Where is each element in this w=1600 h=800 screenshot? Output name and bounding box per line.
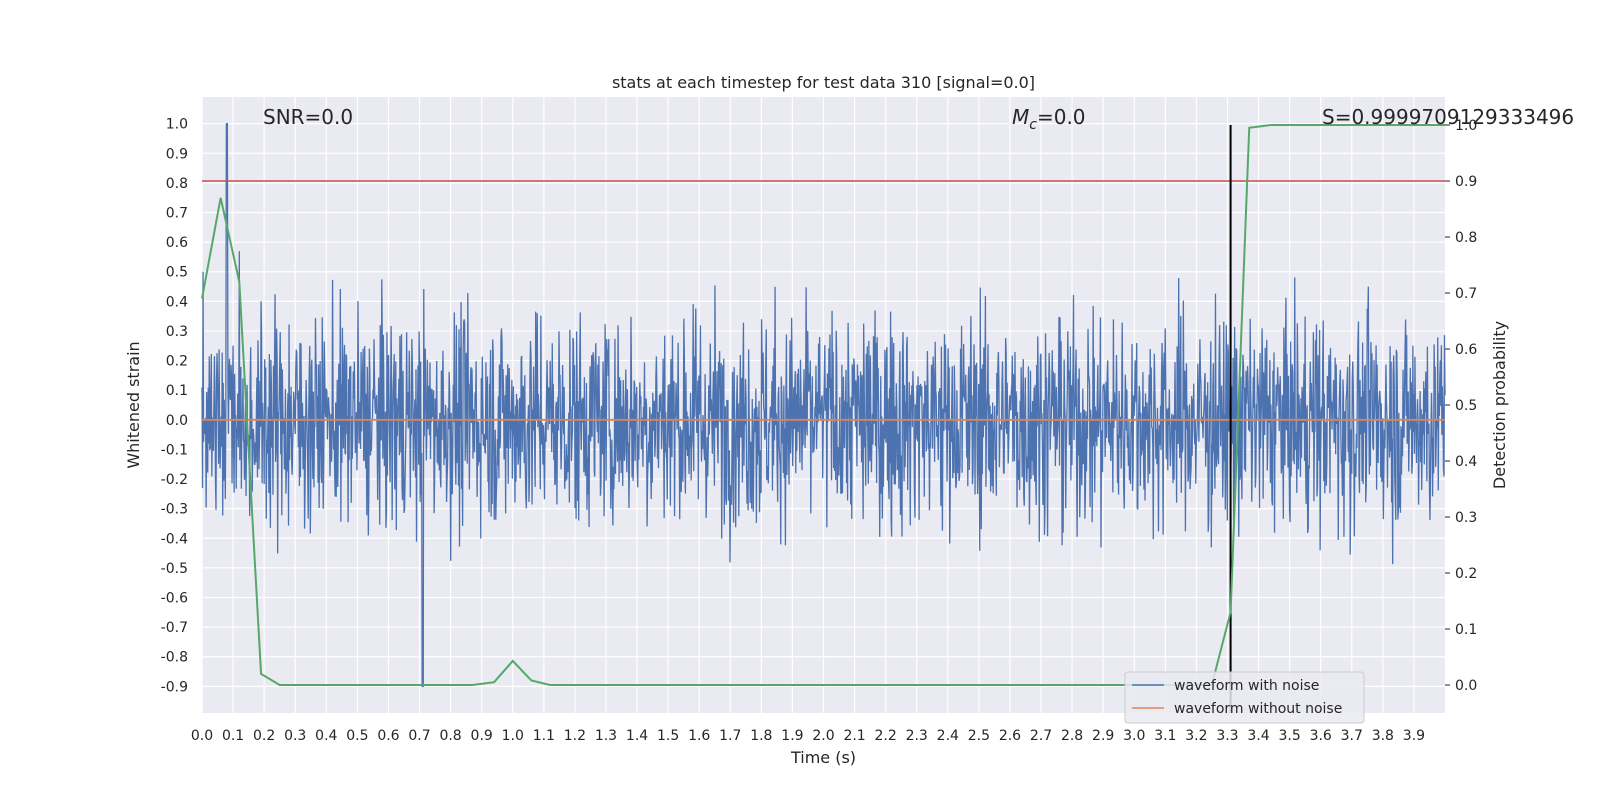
- chirp-mass-symbol: M: [1012, 105, 1029, 129]
- y-tick-label: -0.2: [161, 472, 188, 488]
- y-tick-label: 0.5: [166, 265, 188, 281]
- y2-tick-label: 0.1: [1455, 622, 1477, 638]
- y-axis-label: Whitened strain: [124, 341, 143, 468]
- overlay-lines: [201, 124, 1445, 713]
- y2-tick-label: 0.5: [1455, 398, 1477, 414]
- y-tick-label: 0.3: [166, 324, 188, 340]
- y2-tick-label: 1.0: [1455, 118, 1477, 134]
- y2-tick-label: 0.2: [1455, 566, 1477, 582]
- y2-tick-label: 0.6: [1455, 342, 1477, 358]
- x-tick-label: 2.0: [812, 728, 834, 744]
- x-tick-label: 0.6: [377, 728, 399, 744]
- chirp-mass-annotation: Mc=0.0: [1012, 105, 1086, 133]
- y-tick-label: 0.6: [166, 235, 188, 251]
- x-tick-label: 0.7: [408, 728, 430, 744]
- y-tick-label: -0.8: [161, 650, 188, 666]
- x-tick-label: 2.9: [1092, 728, 1114, 744]
- x-tick-label: 3.9: [1403, 728, 1425, 744]
- legend-box: [1124, 671, 1365, 724]
- x-tick-label: 0.0: [191, 728, 213, 744]
- x-tick-label: 2.5: [968, 728, 990, 744]
- x-tick-label: 3.6: [1310, 728, 1332, 744]
- x-tick-label: 3.0: [1123, 728, 1145, 744]
- y2-axis-label: Detection probability: [1490, 321, 1509, 489]
- x-tick-label: 0.2: [253, 728, 275, 744]
- y-tick-label: 0.1: [166, 383, 188, 399]
- y2-tick-label: 0.0: [1455, 678, 1477, 694]
- x-tick-label: 3.5: [1278, 728, 1300, 744]
- x-tick-label: 1.0: [502, 728, 524, 744]
- x-tick-label: 2.3: [906, 728, 928, 744]
- y-tick-label: 0.7: [166, 206, 188, 222]
- y2-tick-label: 0.4: [1455, 454, 1477, 470]
- x-tick-label: 0.8: [439, 728, 461, 744]
- x-tick-label: 2.1: [843, 728, 865, 744]
- x-axis-label: Time (s): [790, 748, 856, 767]
- x-tick-label: 1.3: [595, 728, 617, 744]
- x-tick-label: 3.4: [1247, 728, 1269, 744]
- legend-label-noise: waveform with noise: [1174, 678, 1319, 694]
- y-tick-label: 1.0: [166, 117, 188, 133]
- y-tick-label: -0.1: [161, 442, 188, 458]
- x-tick-label: 0.4: [315, 728, 337, 744]
- y-tick-label: 0.0: [166, 413, 188, 429]
- y-tick-label: -0.5: [161, 561, 188, 577]
- y-tick-label: 0.4: [166, 294, 188, 310]
- y2-tick-label: 0.9: [1455, 174, 1477, 190]
- snr-annotation: SNR=0.0: [263, 105, 353, 129]
- x-tick-label: 2.4: [937, 728, 959, 744]
- chirp-mass-subscript: c: [1029, 117, 1037, 133]
- x-tick-label: 1.8: [750, 728, 772, 744]
- x-tick-label: 0.3: [284, 728, 306, 744]
- x-tick-label: 2.8: [1061, 728, 1083, 744]
- chart-title: stats at each timestep for test data 310…: [612, 73, 1035, 92]
- y2-tick-label: 0.7: [1455, 286, 1477, 302]
- y-tick-label: 0.9: [166, 146, 188, 162]
- y2-tick-label: 0.8: [1455, 230, 1477, 246]
- score-annotation: S=0.9999709129333496: [1322, 105, 1574, 129]
- x-tick-label: 3.8: [1372, 728, 1394, 744]
- y-tick-label: -0.4: [161, 531, 188, 547]
- legend: waveform with noise waveform without noi…: [1124, 671, 1365, 724]
- detection-probability-line: [201, 124, 1445, 686]
- x-tick-label: 1.6: [688, 728, 710, 744]
- x-tick-label: 2.2: [875, 728, 897, 744]
- y-tick-label: -0.3: [161, 502, 188, 518]
- x-tick-label: 1.5: [657, 728, 679, 744]
- x-tick-label: 1.4: [626, 728, 648, 744]
- x-tick-label: 0.1: [222, 728, 244, 744]
- x-tick-label: 1.9: [781, 728, 803, 744]
- x-tick-label: 1.7: [719, 728, 741, 744]
- x-tick-label: 1.1: [533, 728, 555, 744]
- x-tick-label: 2.7: [1030, 728, 1052, 744]
- x-tick-label: 3.7: [1341, 728, 1363, 744]
- y-tick-label: 0.8: [166, 176, 188, 192]
- y-tick-label: -0.6: [161, 591, 188, 607]
- y2-tick-label: 0.3: [1455, 510, 1477, 526]
- y-tick-label: -0.7: [161, 620, 188, 636]
- x-tick-label: 3.3: [1216, 728, 1238, 744]
- x-tick-label: 0.9: [471, 728, 493, 744]
- x-tick-label: 3.2: [1185, 728, 1207, 744]
- x-tick-label: 3.1: [1154, 728, 1176, 744]
- x-tick-label: 0.5: [346, 728, 368, 744]
- x-tick-label: 2.6: [999, 728, 1021, 744]
- y-tick-label: -0.9: [161, 679, 188, 695]
- chirp-mass-value: =0.0: [1037, 105, 1086, 129]
- y-tick-label: 0.2: [166, 354, 188, 370]
- x-tick-label: 1.2: [564, 728, 586, 744]
- legend-label-clean: waveform without noise: [1174, 701, 1342, 717]
- tick-labels: 1.0 0.9 0.8 0.7 0.6 0.5 0.4 0.3 0.2 0.1 0.0 -0.1 -0.…: [161, 117, 1478, 744]
